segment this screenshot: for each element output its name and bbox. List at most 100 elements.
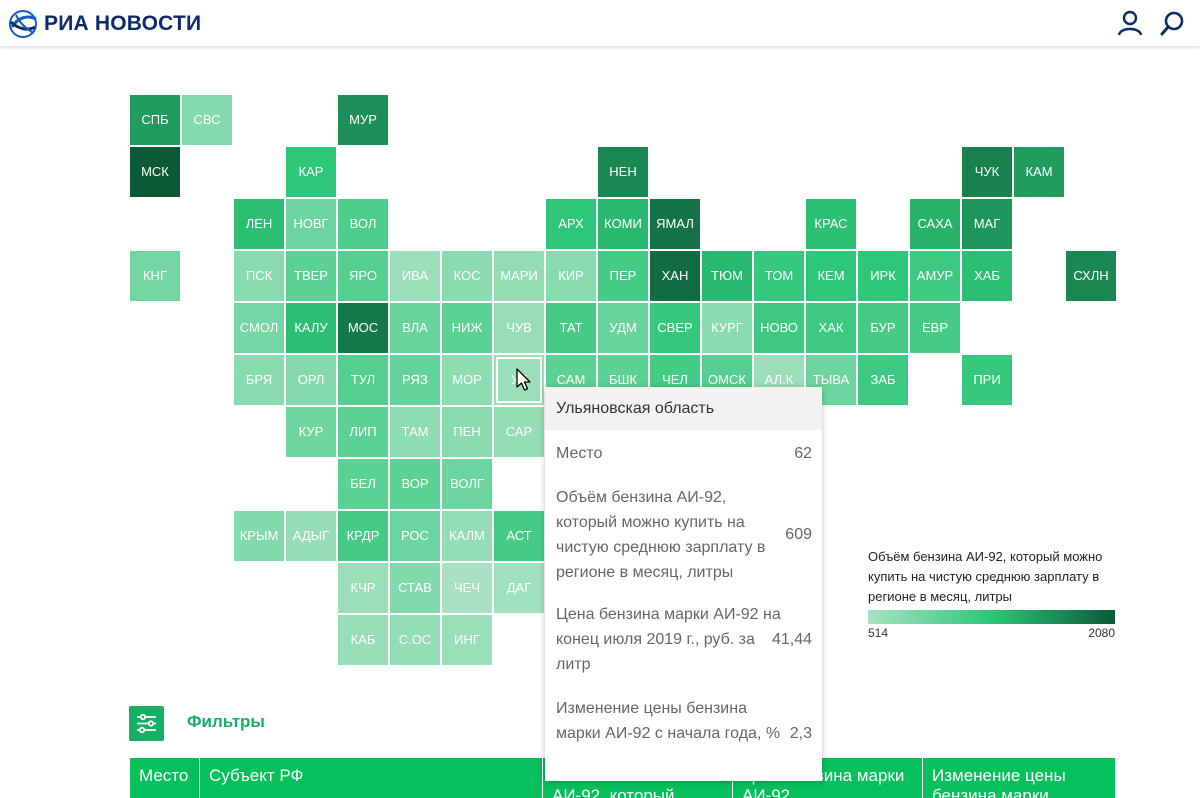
region-tile[interactable]: ТЮМ	[702, 251, 752, 301]
region-tile[interactable]: ХАБ	[962, 251, 1012, 301]
region-tile[interactable]: МАРИ	[494, 251, 544, 301]
region-tile[interactable]: АДЫГ	[286, 511, 336, 561]
region-tile[interactable]: МОС	[338, 303, 388, 353]
region-tile[interactable]: УДМ	[598, 303, 648, 353]
mouse-cursor-icon	[516, 368, 531, 391]
region-tile[interactable]: КАЛУ	[286, 303, 336, 353]
column-header-region[interactable]: Субъект РФ	[199, 758, 542, 798]
region-tile[interactable]: СПБ	[130, 95, 180, 145]
region-tile[interactable]: ЛИП	[338, 407, 388, 457]
ria-logo[interactable]: РИА НОВОСТИ	[8, 9, 201, 39]
region-tile[interactable]: БУР	[858, 303, 908, 353]
region-tile[interactable]: ИВА	[390, 251, 440, 301]
region-tile[interactable]: МАГ	[962, 199, 1012, 249]
region-tile[interactable]: КАР	[286, 147, 336, 197]
region-tile[interactable]: КЧР	[338, 563, 388, 613]
region-tile[interactable]: КРДР	[338, 511, 388, 561]
tooltip-label: Место	[556, 445, 603, 462]
region-tile[interactable]: АРХ	[546, 199, 596, 249]
region-tile[interactable]: СВЕР	[650, 303, 700, 353]
legend-scale: 514 2080	[868, 626, 1115, 642]
legend-min-label: 514	[868, 626, 889, 640]
region-tile[interactable]: МОР	[442, 355, 492, 405]
column-header-rank[interactable]: Место	[139, 766, 189, 785]
region-tile[interactable]: ТУЛ	[338, 355, 388, 405]
region-tile[interactable]: КРЫМ	[234, 511, 284, 561]
region-tile[interactable]: ТАТ	[546, 303, 596, 353]
tooltip-row-price: Цена бензина марки АИ-92 на конец июля 2…	[556, 602, 812, 677]
tooltip-row-rank: Место 62	[556, 441, 812, 466]
region-tile[interactable]: КУРГ	[702, 303, 752, 353]
region-tile[interactable]: ДАГ	[494, 563, 544, 613]
user-icon[interactable]	[1117, 10, 1143, 36]
region-tile[interactable]: САР	[494, 407, 544, 457]
region-tile[interactable]: ИНГ	[442, 615, 492, 665]
region-tile[interactable]: СХЛН	[1066, 251, 1116, 301]
color-legend: Объём бензина АИ-92, который можно купит…	[868, 547, 1115, 642]
region-tile[interactable]: КАМ	[1014, 147, 1064, 197]
column-header-change[interactable]: Изменение цены бензина марки	[922, 758, 1115, 798]
region-tile[interactable]: САХА	[910, 199, 960, 249]
region-tile[interactable]: РОС	[390, 511, 440, 561]
region-tile[interactable]: ЕВР	[910, 303, 960, 353]
region-tile[interactable]: МУР	[338, 95, 388, 145]
region-tile[interactable]: ПЕН	[442, 407, 492, 457]
search-icon[interactable]	[1160, 10, 1186, 36]
region-tile[interactable]: ХАН	[650, 251, 700, 301]
region-tile[interactable]: ВОЛГ	[442, 459, 492, 509]
region-tile[interactable]: С.ОС	[390, 615, 440, 665]
tooltip-value: 2,3	[789, 725, 812, 742]
region-tile[interactable]: КАЛМ	[442, 511, 492, 561]
region-tile[interactable]: РЯЗ	[390, 355, 440, 405]
region-tile[interactable]: СМОЛ	[234, 303, 284, 353]
region-tile[interactable]: МСК	[130, 147, 180, 197]
tooltip-value: 41,44	[771, 631, 812, 648]
region-tile[interactable]: ПСК	[234, 251, 284, 301]
region-tile[interactable]: КАБ	[338, 615, 388, 665]
region-tile[interactable]: ЧЕЧ	[442, 563, 492, 613]
region-tile[interactable]: ВОЛ	[338, 199, 388, 249]
region-tile[interactable]: КНГ	[130, 251, 180, 301]
region-tile[interactable]: ЧУК	[962, 147, 1012, 197]
region-tile[interactable]: ПРИ	[962, 355, 1012, 405]
region-tile[interactable]: КУР	[286, 407, 336, 457]
region-tile[interactable]: НИЖ	[442, 303, 492, 353]
region-tile[interactable]: ИРК	[858, 251, 908, 301]
tooltip-row-volume: Объём бензина АИ-92, который можно купит…	[556, 485, 812, 585]
filters-label[interactable]: Фильтры	[187, 712, 265, 731]
ria-globe-icon	[9, 10, 37, 38]
tooltip-label: Объём бензина АИ-92, который можно купит…	[556, 489, 766, 581]
region-tile[interactable]: ЯРО	[338, 251, 388, 301]
region-tile[interactable]: ЧУВ	[494, 303, 544, 353]
region-tile[interactable]: НОВГ	[286, 199, 336, 249]
region-tile[interactable]: НОВО	[754, 303, 804, 353]
region-tile[interactable]: ОРЛ	[286, 355, 336, 405]
region-tile[interactable]: КОС	[442, 251, 492, 301]
logo-text: РИА НОВОСТИ	[44, 12, 202, 35]
legend-gradient-bar	[868, 610, 1115, 624]
region-tile[interactable]: ТВЕР	[286, 251, 336, 301]
region-tile[interactable]: АМУР	[910, 251, 960, 301]
legend-title: Объём бензина АИ-92, который можно купит…	[868, 549, 1103, 604]
region-tile[interactable]: СВС	[182, 95, 232, 145]
region-tile[interactable]: ЗАБ	[858, 355, 908, 405]
region-tile[interactable]: АСТ	[494, 511, 544, 561]
region-tile[interactable]: ВЛА	[390, 303, 440, 353]
region-tile[interactable]: ПЕР	[598, 251, 648, 301]
region-tile[interactable]: ЯМАЛ	[650, 199, 700, 249]
region-tile[interactable]: БРЯ	[234, 355, 284, 405]
region-tile[interactable]: ХАК	[806, 303, 856, 353]
region-tile[interactable]: БЕЛ	[338, 459, 388, 509]
region-tile[interactable]: ТОМ	[754, 251, 804, 301]
filters-button[interactable]	[129, 706, 164, 741]
region-tile[interactable]: КИР	[546, 251, 596, 301]
region-tile[interactable]: КЕМ	[806, 251, 856, 301]
region-tile[interactable]: ТАМ	[390, 407, 440, 457]
region-tile[interactable]: КРАС	[806, 199, 856, 249]
region-tile[interactable]: ЛЕН	[234, 199, 284, 249]
tooltip-title: Ульяновская область	[545, 387, 822, 430]
region-tile[interactable]: СТАВ	[390, 563, 440, 613]
region-tile[interactable]: ВОР	[390, 459, 440, 509]
region-tile[interactable]: НЕН	[598, 147, 648, 197]
region-tile[interactable]: КОМИ	[598, 199, 648, 249]
